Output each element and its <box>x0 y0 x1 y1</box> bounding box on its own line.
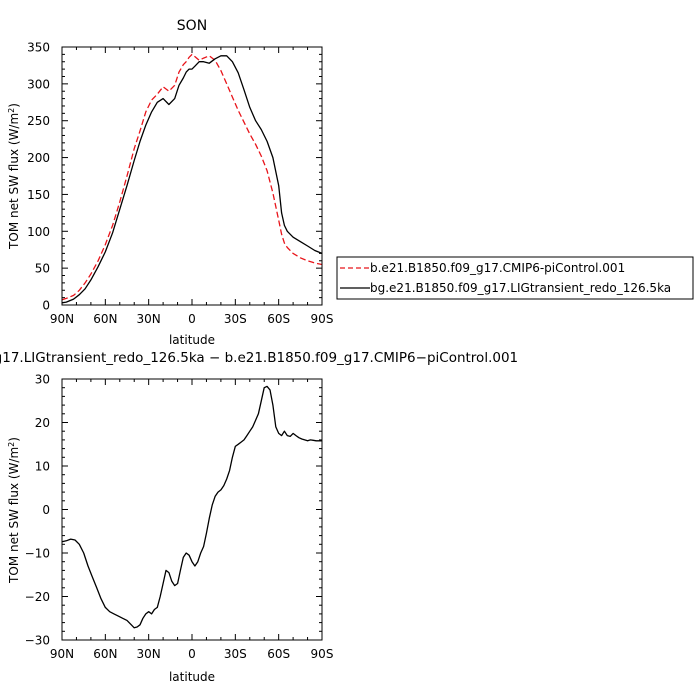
bottom-x-tick-label: 0 <box>188 647 196 661</box>
bottom-x-axis-label: latitude <box>169 670 215 684</box>
top-y-axis-label: TOM net SW flux (W/m2) <box>7 103 21 250</box>
bottom-y-axis-label: TOM net SW flux (W/m2) <box>7 437 21 584</box>
top-x-tick-label: 0 <box>188 312 196 326</box>
top-x-tick-label: 30S <box>224 312 247 326</box>
bottom-chart-title: bg.e21.B1850.f09_g17.LIGtransient_redo_1… <box>0 350 518 366</box>
top-x-tick-label: 60S <box>267 312 290 326</box>
bottom-panel: bg.e21.B1850.f09_g17.LIGtransient_redo_1… <box>0 350 518 684</box>
top-x-tick-label: 60N <box>93 312 117 326</box>
bottom-x-tick-label: 60S <box>267 647 290 661</box>
bottom-x-tick-label: 60N <box>93 647 117 661</box>
bottom-y-tick-label: 30 <box>35 373 50 387</box>
bottom-x-tick-label: 90N <box>50 647 74 661</box>
top-series-line-1 <box>61 55 323 304</box>
top-y-tick-label: 200 <box>27 151 50 165</box>
bottom-series-line-0 <box>61 385 322 629</box>
top-x-tick-label: 90S <box>311 312 334 326</box>
top-x-axis-label: latitude <box>169 333 215 347</box>
top-panel: SON 90N 60N 30N 0 30S 60S 90S 0 50 100 150 200 250 30… <box>7 18 333 347</box>
top-chart-series <box>61 53 323 304</box>
bottom-y-tick-label: −10 <box>25 547 50 561</box>
top-y-tick-label: 300 <box>27 77 50 91</box>
top-y-tick-label: 0 <box>42 299 50 313</box>
bottom-y-tick-label: −30 <box>25 634 50 648</box>
top-x-tick-label: 90N <box>50 312 74 326</box>
bottom-x-tick-label: 90S <box>311 647 334 661</box>
legend-label-picontrol: b.e21.B1850.f09_g17.CMIP6-piControl.001 <box>370 261 625 275</box>
top-series-line-0 <box>61 53 323 301</box>
legend-box <box>336 256 694 300</box>
bottom-chart-axes: 90N 60N 30N 0 30S 60S 90S −30 −20 −10 0 10 20 30 <box>25 373 334 662</box>
top-y-tick-label: 350 <box>27 41 50 55</box>
top-y-tick-label: 150 <box>27 188 50 202</box>
bottom-x-tick-label: 30S <box>224 647 247 661</box>
bottom-y-tick-label: 20 <box>35 416 50 430</box>
legend-label-ligtransient: bg.e21.B1850.f09_g17.LIGtransient_redo_1… <box>370 281 671 295</box>
top-x-tick-label: 30N <box>137 312 161 326</box>
bottom-chart-series <box>61 385 322 629</box>
bottom-y-tick-label: −20 <box>25 590 50 604</box>
top-chart-title: SON <box>177 18 207 34</box>
top-plot-frame <box>61 46 323 306</box>
bottom-x-tick-label: 30N <box>137 647 161 661</box>
top-y-tick-label: 100 <box>27 225 50 239</box>
legend: b.e21.B1850.f09_g17.CMIP6-piControl.001 … <box>336 256 694 300</box>
bottom-plot-frame <box>61 378 323 641</box>
top-y-tick-label: 50 <box>35 262 50 276</box>
top-chart-axes: 90N 60N 30N 0 30S 60S 90S 0 50 100 150 200 250 300 350 <box>27 41 333 327</box>
bottom-y-tick-label: 10 <box>35 460 50 474</box>
top-y-tick-label: 250 <box>27 114 50 128</box>
bottom-y-tick-label: 0 <box>42 503 50 517</box>
